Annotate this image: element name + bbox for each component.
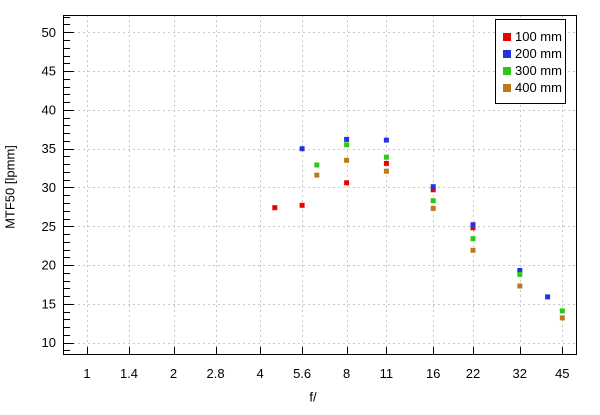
data-point: [383, 137, 389, 143]
data-point: [314, 162, 320, 168]
data-point: [344, 157, 350, 163]
x-tick-label: 4: [256, 366, 263, 381]
legend-entry: 200 mm: [496, 45, 565, 62]
data-point: [299, 202, 305, 208]
x-tick-label: 8: [343, 366, 350, 381]
data-points: [272, 136, 565, 321]
legend-swatch-icon: [503, 66, 511, 75]
legend-swatch-icon: [503, 49, 511, 58]
legend-label: 100 mm: [515, 29, 562, 44]
y-axis-title: MTF50 [lpmm]: [2, 145, 18, 229]
x-tick-label: 45: [555, 366, 569, 381]
data-point: [272, 205, 278, 211]
data-point: [517, 283, 523, 289]
data-point: [344, 180, 350, 186]
x-tick-label: 22: [466, 366, 480, 381]
data-point: [559, 315, 565, 321]
series-100-mm: [272, 160, 476, 231]
x-tick-label: 1: [83, 366, 90, 381]
data-point: [383, 154, 389, 160]
data-point: [314, 172, 320, 178]
data-point: [430, 198, 436, 204]
data-point: [470, 236, 476, 242]
data-point: [344, 142, 350, 148]
legend-label: 200 mm: [515, 46, 562, 61]
series-300-mm: [314, 142, 565, 314]
data-point: [430, 187, 436, 193]
data-point: [470, 222, 476, 228]
legend-entry: 100 mm: [496, 28, 565, 45]
data-point: [383, 168, 389, 174]
data-point: [517, 271, 523, 277]
x-tick-label: 16: [426, 366, 440, 381]
legend: 100 mm 200 mm 300 mm 400 mm: [495, 19, 566, 104]
x-tick-label: 2: [170, 366, 177, 381]
data-point: [545, 294, 551, 300]
x-tick-label: 5.6: [293, 366, 311, 381]
y-axis-ticks: [64, 17, 74, 351]
y-tick-label: 35: [42, 141, 56, 156]
y-tick-label: 30: [42, 180, 56, 195]
y-tick-label: 10: [42, 335, 56, 350]
data-point: [470, 225, 476, 231]
tick-labels: 1 1.4 2 2.8 4 5.6 8 11 16 22 32 45 10 15 20 25 30 35 40 45 5…: [42, 25, 570, 381]
y-tick-label: 50: [42, 25, 56, 40]
series-200-mm: [299, 136, 551, 300]
data-point: [559, 308, 565, 314]
legend-entry: 300 mm: [496, 62, 565, 79]
data-point: [517, 268, 523, 273]
legend-swatch-icon: [503, 32, 511, 41]
data-point: [470, 247, 476, 253]
x-tick-label: 32: [513, 366, 527, 381]
legend-swatch-icon: [503, 83, 511, 92]
x-tick-label: 11: [380, 366, 394, 381]
y-tick-label: 15: [42, 296, 56, 311]
x-axis-ticks: [87, 347, 563, 354]
legend-label: 300 mm: [515, 63, 562, 78]
series-400-mm: [314, 157, 565, 321]
legend-entry: 400 mm: [496, 79, 565, 96]
plot-border: [63, 15, 577, 355]
data-point: [430, 205, 436, 211]
y-tick-label: 25: [42, 219, 56, 234]
data-point: [383, 160, 389, 166]
data-point: [430, 184, 436, 190]
x-tick-label: 1.4: [120, 366, 138, 381]
data-point: [344, 136, 350, 142]
data-point: [299, 146, 305, 152]
x-tick-label: 2.8: [207, 366, 225, 381]
x-axis-title: f/: [309, 389, 317, 405]
legend-label: 400 mm: [515, 80, 562, 95]
y-tick-label: 40: [42, 102, 56, 117]
y-tick-label: 20: [42, 258, 56, 273]
y-tick-label: 45: [42, 64, 56, 79]
